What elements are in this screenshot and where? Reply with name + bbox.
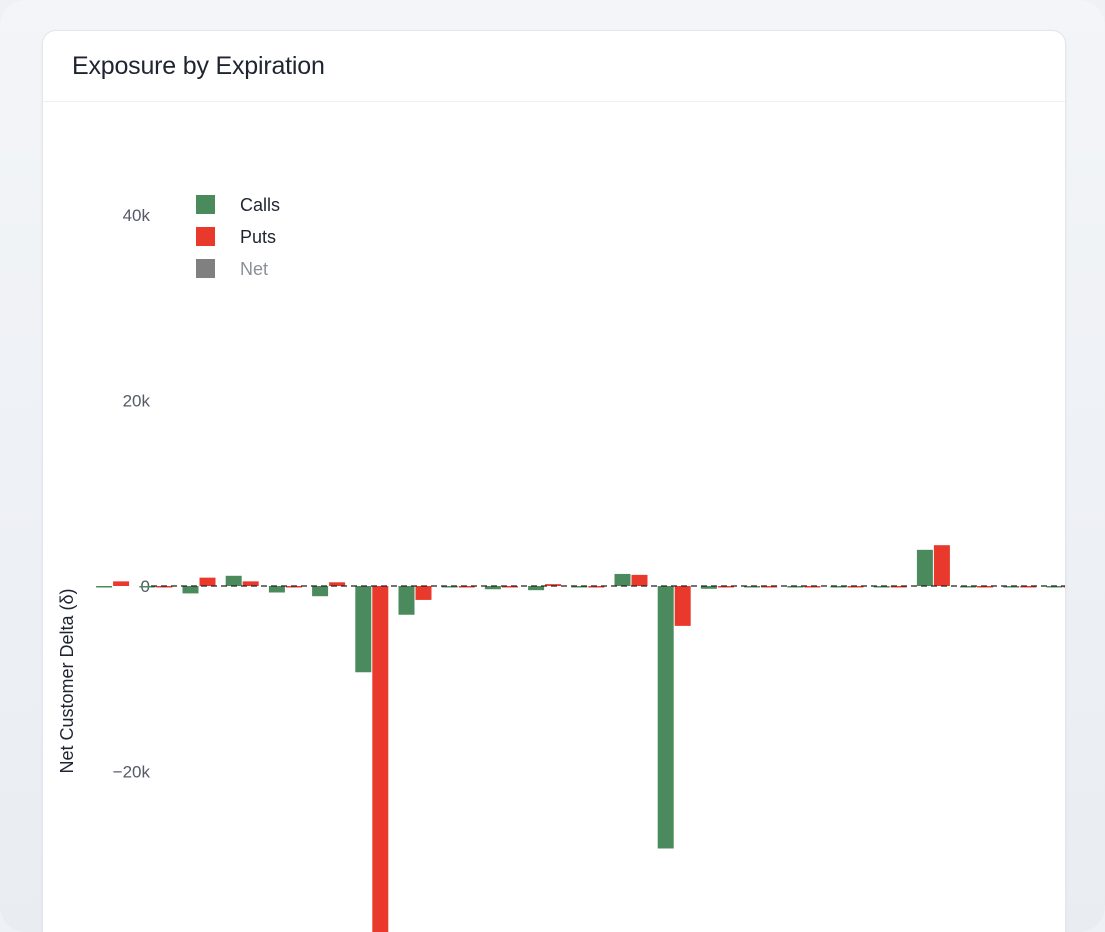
bar-puts-e5[interactable] xyxy=(285,586,302,588)
legend-swatch-calls[interactable] xyxy=(196,195,215,214)
bar-calls-e21[interactable] xyxy=(960,586,977,588)
bar-puts-e13[interactable] xyxy=(631,574,648,586)
legend-label-puts[interactable]: Puts xyxy=(240,227,276,247)
y-tick-label: 20k xyxy=(123,392,151,411)
bar-calls-e4[interactable] xyxy=(225,575,242,586)
card-header: Exposure by Expiration xyxy=(43,31,1065,102)
bar-puts-e17[interactable] xyxy=(804,586,821,588)
bar-puts-e1[interactable] xyxy=(113,581,130,586)
bar-calls-e9[interactable] xyxy=(441,586,458,588)
bar-calls-e3[interactable] xyxy=(182,586,199,594)
bar-calls-e12[interactable] xyxy=(571,586,588,588)
chart-legend[interactable]: Calls Puts Net xyxy=(196,195,280,279)
bar-calls-e17[interactable] xyxy=(787,586,804,588)
bar-calls-e16[interactable] xyxy=(744,586,761,588)
legend-swatch-net[interactable] xyxy=(196,259,215,278)
y-axis-title: Net Customer Delta (δ) xyxy=(57,588,77,773)
bars-group xyxy=(96,545,1065,932)
bar-puts-e22[interactable] xyxy=(1020,586,1037,588)
bar-calls-e20[interactable] xyxy=(916,549,933,586)
bar-calls-e11[interactable] xyxy=(528,586,545,591)
bar-calls-e18[interactable] xyxy=(830,586,847,588)
bar-calls-e10[interactable] xyxy=(484,586,501,590)
card-title: Exposure by Expiration xyxy=(72,51,325,80)
bar-calls-e8[interactable] xyxy=(398,586,415,615)
bar-puts-e12[interactable] xyxy=(588,586,605,588)
bar-puts-e7[interactable] xyxy=(372,586,389,932)
legend-item-net[interactable]: Net xyxy=(196,259,268,279)
y-tick-label: 40k xyxy=(123,206,151,225)
legend-item-puts[interactable]: Puts xyxy=(196,227,276,247)
bar-puts-e20[interactable] xyxy=(933,545,950,586)
bar-calls-e22[interactable] xyxy=(1003,586,1020,588)
bar-calls-e19[interactable] xyxy=(873,586,890,588)
legend-label-net[interactable]: Net xyxy=(240,259,268,279)
bar-puts-e4[interactable] xyxy=(242,581,259,586)
y-tick-label: −20k xyxy=(113,763,151,782)
legend-label-calls[interactable]: Calls xyxy=(240,195,280,215)
bar-puts-e21[interactable] xyxy=(977,586,994,588)
bar-calls-e2[interactable] xyxy=(139,586,156,588)
exposure-card: Exposure by Expiration 40k 20k 0 −20k Net C… xyxy=(42,30,1066,932)
bar-puts-e18[interactable] xyxy=(847,586,864,588)
bar-calls-e5[interactable] xyxy=(268,586,285,593)
bar-calls-e15[interactable] xyxy=(700,586,717,589)
bar-calls-e1[interactable] xyxy=(96,586,113,588)
bar-puts-e14[interactable] xyxy=(674,586,691,626)
bar-calls-e14[interactable] xyxy=(657,586,674,849)
bar-puts-e3[interactable] xyxy=(199,577,216,586)
legend-item-calls[interactable]: Calls xyxy=(196,195,280,215)
bar-calls-e6[interactable] xyxy=(312,586,329,597)
bar-calls-e13[interactable] xyxy=(614,573,631,586)
bar-puts-e6[interactable] xyxy=(329,582,346,586)
bar-puts-e16[interactable] xyxy=(761,586,778,588)
bar-puts-e2[interactable] xyxy=(156,586,173,588)
legend-swatch-puts[interactable] xyxy=(196,227,215,246)
bar-puts-e8[interactable] xyxy=(415,586,432,600)
bar-puts-e15[interactable] xyxy=(717,586,734,588)
bar-puts-e19[interactable] xyxy=(890,586,907,588)
bar-puts-e23[interactable] xyxy=(1063,586,1066,588)
bar-puts-e11[interactable] xyxy=(545,584,562,586)
bar-calls-e23[interactable] xyxy=(1046,586,1063,588)
bar-calls-e7[interactable] xyxy=(355,586,372,673)
bar-puts-e9[interactable] xyxy=(458,586,475,588)
bar-puts-e10[interactable] xyxy=(501,586,518,588)
